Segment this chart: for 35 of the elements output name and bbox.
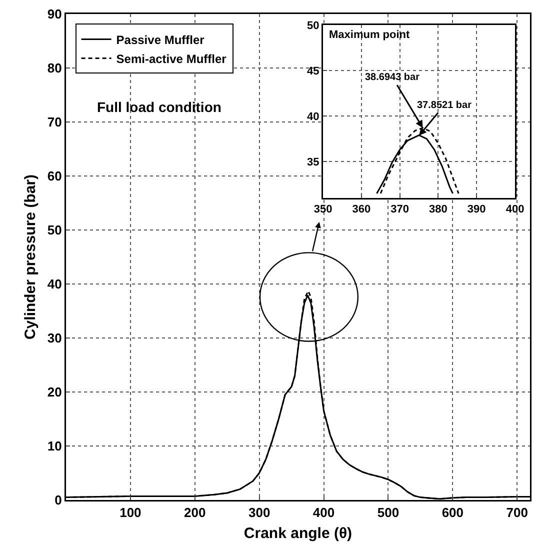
y-tick-label: 20 [47, 384, 62, 400]
y-tick-label: 35 [307, 156, 320, 168]
x-tick-label: 300 [248, 505, 270, 520]
annotation: 38.6943 bar [365, 72, 420, 83]
legend-label: Semi-active Muffler [116, 52, 227, 66]
y-tick-label: 80 [47, 60, 62, 76]
annotation: 37.8521 bar [417, 100, 472, 111]
y-tick-label: 45 [307, 65, 320, 78]
y-tick-label: 50 [307, 20, 320, 32]
y-tick-label: 70 [47, 114, 62, 130]
y-tick-label: 30 [47, 330, 62, 346]
y-tick-label: 90 [47, 6, 62, 22]
y-axis-title: Cylinder pressure (bar) [22, 174, 39, 340]
x-tick-label: 200 [184, 505, 206, 520]
x-tick-label: 380 [429, 204, 448, 216]
y-tick-label: 60 [47, 168, 62, 184]
x-tick-label: 500 [377, 505, 400, 520]
annotation: Full load condition [97, 99, 222, 115]
x-tick-label: 400 [312, 505, 335, 520]
x-axis-title: Crank angle (θ) [244, 524, 352, 542]
y-tick-label: 10 [47, 438, 62, 454]
x-tick-label: 350 [314, 204, 332, 216]
x-tick-label: 600 [442, 505, 464, 520]
x-tick-label: 370 [390, 204, 409, 216]
y-tick-label: 40 [307, 110, 320, 123]
x-tick-label: 100 [120, 505, 142, 520]
x-tick-label: 700 [506, 505, 528, 520]
legend-label: Passive Muffler [116, 32, 205, 47]
y-tick-label: 40 [47, 276, 62, 292]
x-tick-label: 360 [352, 204, 371, 216]
x-tick-label: 390 [467, 204, 486, 216]
y-tick-label: 0 [54, 492, 62, 508]
chart-title: Maximum point [329, 29, 410, 41]
x-tick-label: 400 [506, 204, 524, 216]
y-tick-label: 50 [47, 222, 62, 238]
